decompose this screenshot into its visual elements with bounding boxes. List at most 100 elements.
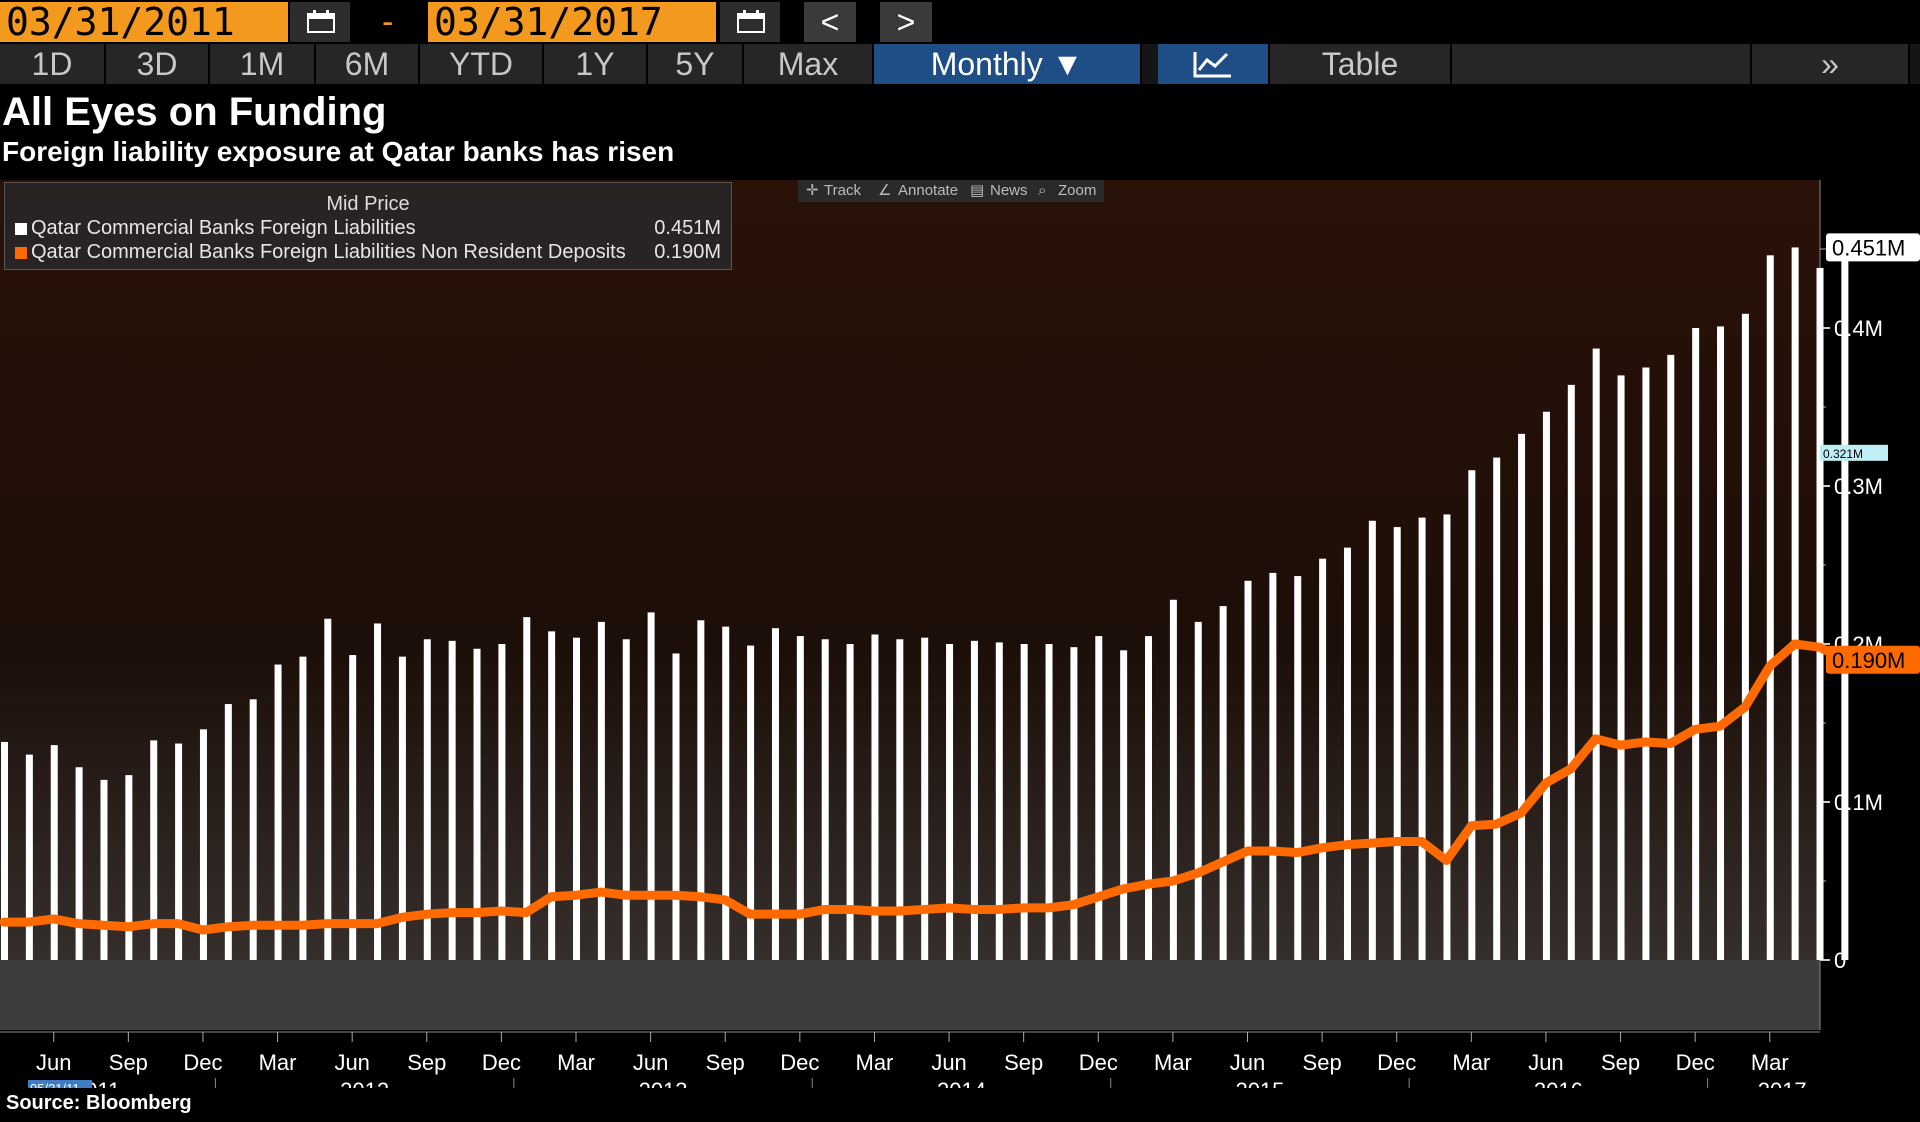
bar[interactable] [398, 656, 406, 960]
end-date-field[interactable]: 03/31/2017 [428, 2, 716, 42]
bar[interactable] [75, 767, 83, 960]
bar[interactable] [498, 644, 506, 960]
bar[interactable] [672, 653, 680, 960]
bar[interactable] [622, 639, 630, 960]
tab-ytd[interactable]: YTD [420, 44, 544, 84]
bar[interactable] [647, 612, 655, 960]
bar[interactable] [249, 699, 257, 960]
bar[interactable] [100, 779, 108, 960]
bar[interactable] [548, 631, 556, 960]
bar[interactable] [796, 636, 804, 960]
bar[interactable] [1219, 606, 1227, 960]
bar[interactable] [1617, 375, 1625, 960]
bar[interactable] [448, 640, 456, 960]
bar[interactable] [1368, 520, 1376, 960]
bar[interactable] [1692, 328, 1700, 960]
bar[interactable] [1194, 621, 1202, 960]
bar[interactable] [771, 628, 779, 960]
bar[interactable] [1741, 313, 1749, 960]
bar[interactable] [324, 618, 332, 960]
bar[interactable] [846, 644, 854, 960]
bar[interactable] [150, 740, 158, 960]
bar[interactable] [1518, 433, 1526, 960]
bar[interactable] [1443, 514, 1451, 960]
bar[interactable] [473, 648, 481, 960]
start-calendar-button[interactable] [290, 2, 350, 42]
frequency-dropdown[interactable]: Monthly ▼ [874, 44, 1142, 84]
bar[interactable] [1642, 367, 1650, 961]
bar[interactable] [1095, 636, 1103, 960]
tab-1d[interactable]: 1D [0, 44, 106, 84]
bar[interactable] [224, 704, 232, 960]
tab-3d[interactable]: 3D [106, 44, 210, 84]
bar[interactable] [1294, 576, 1302, 960]
chart-view-button[interactable] [1158, 44, 1270, 84]
bar[interactable] [1070, 647, 1078, 960]
bar[interactable] [1567, 384, 1575, 960]
bar[interactable] [125, 775, 133, 960]
bar[interactable] [349, 655, 357, 960]
bar[interactable] [697, 620, 705, 960]
more-options-button[interactable]: » [1752, 44, 1910, 84]
bar[interactable] [1816, 267, 1824, 961]
bar[interactable] [1468, 470, 1476, 960]
bar[interactable] [597, 621, 605, 960]
bar[interactable] [50, 745, 58, 960]
bar[interactable] [1592, 348, 1600, 960]
bar[interactable] [1791, 247, 1799, 961]
bar[interactable] [25, 754, 33, 960]
bar[interactable] [921, 637, 929, 960]
previous-period-button[interactable]: < [804, 2, 856, 42]
bar[interactable] [1667, 354, 1675, 960]
news-tool[interactable]: News [990, 182, 1028, 199]
bar[interactable] [1493, 457, 1501, 960]
bar[interactable] [274, 664, 282, 960]
bar[interactable] [871, 634, 879, 960]
track-icon[interactable]: ✛ [806, 182, 819, 199]
bar[interactable] [1244, 580, 1252, 960]
bar[interactable] [1418, 517, 1426, 960]
tab-1m[interactable]: 1M [210, 44, 316, 84]
start-date-field[interactable]: 03/31/2011 [0, 2, 288, 42]
track-tool[interactable]: Track [824, 182, 861, 199]
bar[interactable] [1269, 572, 1277, 960]
bar[interactable] [199, 729, 207, 960]
bar[interactable] [1, 741, 8, 960]
tab-1y[interactable]: 1Y [544, 44, 648, 84]
bar[interactable] [423, 639, 431, 960]
bar[interactable] [1841, 247, 1849, 961]
bar[interactable] [722, 626, 730, 960]
zoom-tool[interactable]: Zoom [1058, 182, 1097, 199]
table-view-button[interactable]: Table [1270, 44, 1452, 84]
bar[interactable] [573, 637, 581, 960]
series-line[interactable] [0, 639, 1849, 935]
bar[interactable] [995, 642, 1003, 960]
bar[interactable] [1766, 255, 1774, 960]
zoom-icon[interactable]: ⌕ [1038, 182, 1047, 199]
bar[interactable] [946, 644, 954, 960]
bar[interactable] [175, 743, 183, 960]
bar[interactable] [1045, 644, 1053, 960]
bar[interactable] [1020, 644, 1028, 960]
bar[interactable] [896, 639, 904, 960]
annotate-icon[interactable]: ∠ [878, 182, 892, 199]
bar[interactable] [1393, 527, 1401, 960]
bar[interactable] [821, 639, 829, 960]
bar[interactable] [747, 645, 755, 960]
tab-5y[interactable]: 5Y [648, 44, 744, 84]
bar[interactable] [1120, 650, 1128, 960]
bar[interactable] [1717, 326, 1725, 960]
bar[interactable] [374, 623, 382, 960]
bar[interactable] [1319, 558, 1327, 960]
bar[interactable] [299, 656, 307, 960]
end-calendar-button[interactable] [720, 2, 780, 42]
bar[interactable] [970, 640, 978, 960]
bar[interactable] [1542, 411, 1550, 960]
bar[interactable] [1145, 636, 1153, 960]
bar[interactable] [1343, 547, 1351, 960]
tab-6m[interactable]: 6M [316, 44, 420, 84]
annotate-tool[interactable]: Annotate [898, 182, 959, 199]
tab-max[interactable]: Max [744, 44, 874, 84]
news-icon[interactable]: ▤ [970, 182, 985, 199]
